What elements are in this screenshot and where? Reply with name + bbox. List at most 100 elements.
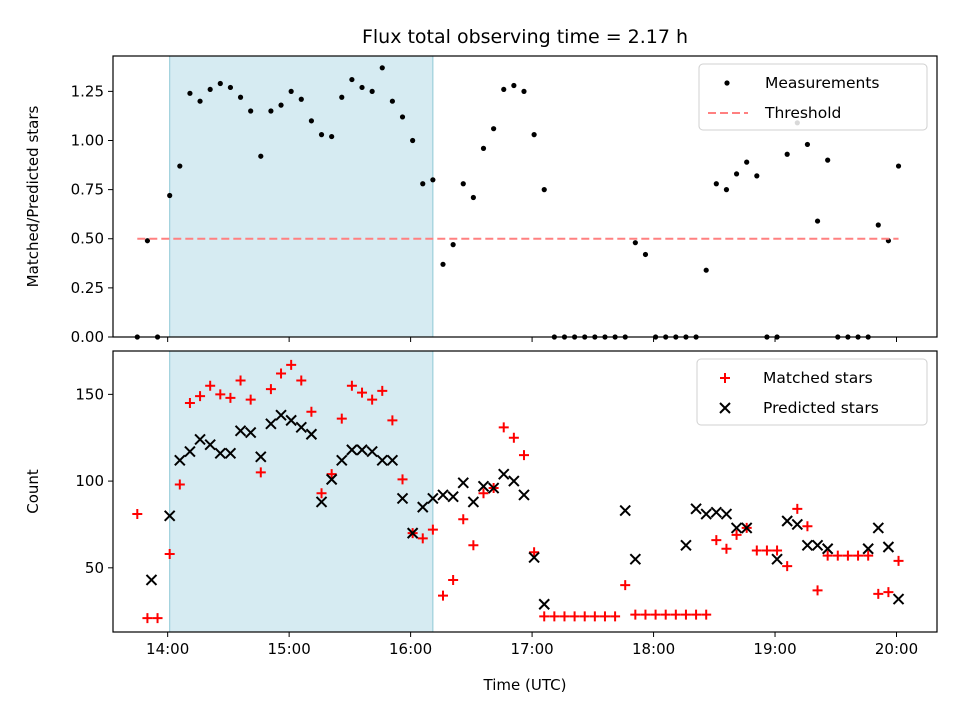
data-point [204, 438, 216, 451]
data-point [265, 384, 276, 395]
data-point [306, 406, 317, 417]
data-point [660, 609, 671, 620]
data-point [167, 192, 173, 199]
data-point [589, 611, 600, 622]
axes-frame [112, 350, 938, 633]
data-point [701, 609, 712, 620]
data-point [470, 194, 476, 201]
y-tick-label: 0.25 [71, 279, 104, 297]
data-point [214, 447, 227, 460]
data-point [801, 539, 814, 551]
y-tick-label: 1.00 [71, 131, 104, 149]
data-point [792, 503, 803, 514]
series-predicted-stars [145, 409, 905, 610]
data-point [761, 545, 772, 556]
data-point [417, 533, 428, 544]
data-point [781, 515, 793, 527]
data-point [467, 496, 480, 508]
series-matched-stars [132, 359, 904, 624]
x-tick-label: 17:00 [510, 640, 553, 658]
series-measurements [134, 65, 902, 340]
data-point [377, 385, 388, 396]
data-point [367, 394, 378, 405]
data-point [893, 555, 904, 566]
data-point [529, 547, 540, 558]
data-point [703, 267, 709, 273]
data-point [224, 447, 237, 460]
x-tick-label: 19:00 [753, 640, 796, 658]
data-point [640, 609, 651, 620]
data-point [480, 145, 487, 151]
data-point [670, 609, 681, 620]
data-point [825, 157, 831, 163]
data-point [740, 522, 753, 534]
data-point [339, 94, 345, 100]
data-point [329, 133, 335, 140]
data-point [346, 380, 357, 391]
data-point [478, 488, 489, 499]
legend-box [698, 63, 928, 131]
data-point [713, 181, 719, 187]
data-point [295, 421, 307, 434]
data-point [812, 585, 823, 596]
data-point [549, 611, 560, 622]
data-point [487, 482, 500, 494]
legend-entry: Predicted stars [763, 399, 879, 417]
data-point [225, 392, 236, 403]
data-point [632, 240, 638, 246]
data-point [437, 489, 449, 501]
data-point [174, 454, 186, 466]
data-point [268, 108, 274, 114]
data-point [751, 545, 762, 556]
x-tick-label: 14:00 [146, 640, 189, 658]
data-point [447, 490, 459, 503]
shaded-interval [169, 55, 434, 338]
data-point [194, 433, 206, 446]
data-point [205, 380, 216, 391]
data-point [772, 545, 783, 556]
data-point [620, 580, 631, 591]
legend-swatch [724, 80, 730, 86]
data-point [440, 261, 446, 267]
data-point [387, 415, 398, 426]
data-point [863, 550, 874, 561]
data-point [184, 398, 195, 409]
data-point [410, 137, 416, 144]
data-point [255, 467, 266, 478]
data-point [227, 84, 234, 91]
data-point [417, 501, 429, 513]
data-point [680, 609, 691, 620]
data-point [285, 414, 297, 427]
data-point [265, 418, 277, 430]
data-point [821, 543, 834, 555]
data-point [491, 126, 497, 132]
data-point [518, 489, 530, 501]
data-point [518, 450, 529, 461]
legend-entry: Measurements [765, 74, 880, 92]
data-point [448, 574, 459, 585]
data-point [255, 451, 267, 463]
data-point [691, 609, 702, 620]
data-point [278, 102, 284, 108]
x-tick-label: 16:00 [389, 640, 432, 658]
data-point [376, 454, 388, 466]
data-point [862, 543, 874, 555]
data-point [316, 488, 327, 499]
legend: Measurements Threshold [698, 63, 928, 131]
y-tick-label: 0.75 [71, 181, 104, 199]
data-point [427, 524, 438, 535]
data-point [460, 181, 466, 187]
data-point [163, 510, 176, 522]
data-point [700, 508, 712, 520]
data-point [569, 611, 580, 622]
data-point [420, 181, 426, 187]
data-point [286, 359, 297, 370]
data-point [873, 588, 884, 599]
data-point [305, 428, 318, 440]
data-point [723, 187, 730, 193]
data-point [710, 506, 723, 519]
data-point [336, 454, 348, 466]
data-point [895, 163, 902, 169]
data-point [244, 426, 257, 439]
legend-box [696, 358, 928, 426]
